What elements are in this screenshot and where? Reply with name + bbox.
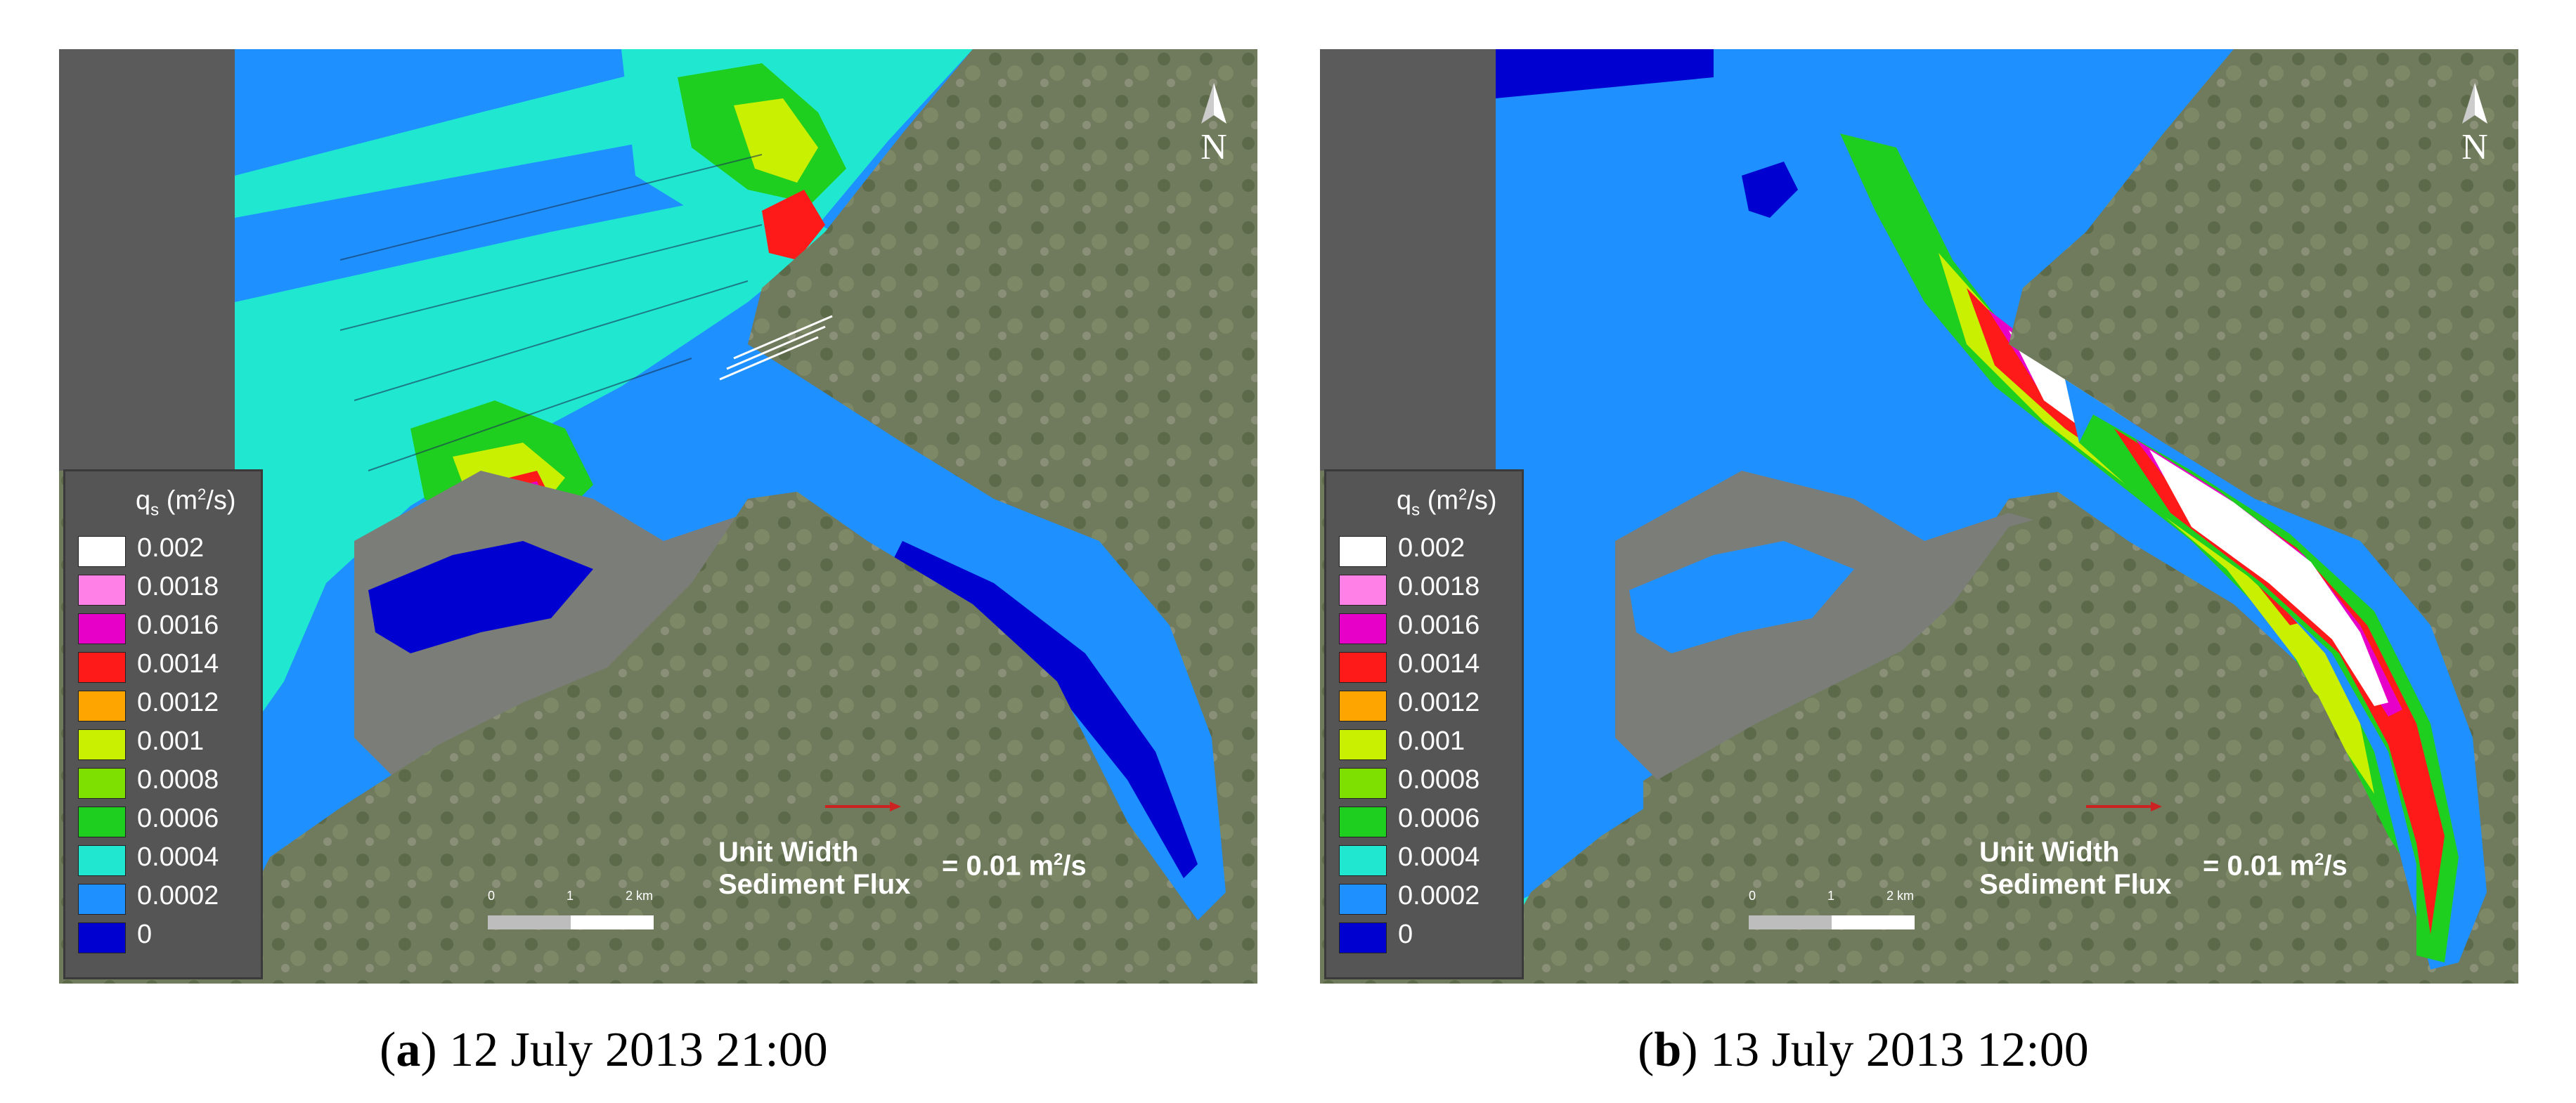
legend-swatch xyxy=(1339,884,1387,915)
flux-vectors xyxy=(339,154,763,471)
zero-flux-top xyxy=(1496,49,1714,98)
east-land xyxy=(748,49,1257,984)
north-arrow-icon xyxy=(2462,83,2487,124)
legend-swatch xyxy=(78,536,126,567)
legend-grey-bar xyxy=(59,49,235,471)
legend-label: 0.0002 xyxy=(137,881,219,911)
scale-segment-1 xyxy=(1749,915,1832,929)
legend-label: 0.001 xyxy=(137,726,205,756)
reference-flux-arrow xyxy=(825,802,901,811)
scale-segment-1 xyxy=(488,915,571,929)
legend-title: qs (m2/s) xyxy=(136,485,236,520)
flux-value: = 0.01 m2/s xyxy=(942,850,1087,882)
legend-label: 0.002 xyxy=(137,533,205,563)
flux-legend: qs (m2/s) 0.002 0.0018 0.0016 0.0014 0.0012 0… xyxy=(1324,469,1524,979)
legend-label: 0.0016 xyxy=(137,611,219,640)
legend-swatch xyxy=(78,652,126,683)
legend-swatch xyxy=(78,729,126,760)
legend-label: 0.0014 xyxy=(1398,649,1480,679)
legend-grey-bar xyxy=(1320,49,1496,471)
north-arrow: N xyxy=(1193,81,1235,167)
harbour-basin xyxy=(1629,541,1854,653)
scale-bar: 0 1 2 km xyxy=(488,889,671,945)
legend-label: 0 xyxy=(1398,920,1413,949)
legend-swatch xyxy=(1339,613,1387,644)
legend-swatch xyxy=(1339,922,1387,953)
shoal-large xyxy=(235,190,832,752)
north-label: N xyxy=(1200,127,1227,167)
harbour-land xyxy=(354,471,797,780)
legend-title: qs (m2/s) xyxy=(1397,485,1497,520)
legend-label: 0.0016 xyxy=(1398,611,1480,640)
legend-label: 0.0012 xyxy=(137,688,219,717)
scale-tick-1: 1 xyxy=(567,889,574,903)
legend-swatch xyxy=(1339,845,1387,876)
river-white xyxy=(2149,450,2388,706)
legend-swatch xyxy=(1339,807,1387,837)
scale-segment-2 xyxy=(571,915,654,929)
caption-panel-a: (a) 12 July 2013 21:00 xyxy=(380,1023,828,1077)
scale-tick-2: 2 km xyxy=(1886,889,1915,903)
north-label: N xyxy=(2461,127,2488,167)
legend-swatch xyxy=(1339,536,1387,567)
south-land xyxy=(1496,513,2466,984)
legend-swatch xyxy=(78,575,126,606)
legend-label: 0.0012 xyxy=(1398,688,1480,717)
east-land xyxy=(2009,49,2518,984)
legend-label: 0.0006 xyxy=(137,804,219,833)
zero-flux-basin xyxy=(368,541,593,653)
map-panel-b: qs (m2/s) 0.002 0.0018 0.0016 0.0014 0.0012 0… xyxy=(1320,49,2518,984)
flux-label: Unit Width Sediment Flux xyxy=(718,837,911,900)
red-patch-north xyxy=(762,190,825,260)
legend-swatch xyxy=(78,691,126,722)
legend-label: 0.0002 xyxy=(1398,881,1480,911)
flux-legend: qs (m2/s) 0.002 0.0018 0.0016 0.0014 0.0012 0… xyxy=(63,469,263,979)
flux-value: = 0.01 m2/s xyxy=(2203,850,2348,882)
legend-swatch xyxy=(78,845,126,876)
ebb-jet-arrows xyxy=(719,315,833,381)
legend-swatch xyxy=(78,613,126,644)
reference-flux-arrow xyxy=(2086,802,2162,811)
yellow-patch-north xyxy=(734,98,818,183)
scale-tick-0: 0 xyxy=(1749,889,1756,903)
legend-swatch xyxy=(78,922,126,953)
north-arrow-icon xyxy=(1201,83,1226,124)
harbour-land xyxy=(1615,471,2058,780)
legend-label: 0.002 xyxy=(1398,533,1465,563)
legend-swatch xyxy=(1339,691,1387,722)
sea-region xyxy=(1496,49,2487,984)
scale-tick-0: 0 xyxy=(488,889,496,903)
legend-swatch xyxy=(78,884,126,915)
scale-segment-2 xyxy=(1832,915,1915,929)
legend-label: 0 xyxy=(137,920,153,949)
flux-label: Unit Width Sediment Flux xyxy=(1979,837,2172,900)
legend-swatch xyxy=(1339,575,1387,606)
zero-flux-spot xyxy=(1742,162,1798,218)
sediment-flux-map-a xyxy=(59,49,1257,984)
western-sea xyxy=(1496,49,1643,927)
map-panel-a: qs (m2/s) 0.002 0.0018 0.0016 0.0014 0.0012 0… xyxy=(59,49,1257,984)
scale-tick-2: 2 km xyxy=(626,889,654,903)
scale-tick-1: 1 xyxy=(1827,889,1835,903)
legend-label: 0.0018 xyxy=(1398,572,1480,601)
scale-bar: 0 1 2 km xyxy=(1749,889,1931,945)
legend-label: 0.0004 xyxy=(137,842,219,872)
legend-swatch xyxy=(78,768,126,799)
legend-label: 0.0008 xyxy=(1398,765,1480,795)
legend-label: 0.0018 xyxy=(137,572,219,601)
legend-swatch xyxy=(1339,729,1387,760)
caption-panel-b: (b) 13 July 2013 12:00 xyxy=(1638,1023,2089,1077)
north-arrow: N xyxy=(2454,81,2496,167)
legend-label: 0.0004 xyxy=(1398,842,1480,872)
legend-swatch xyxy=(1339,652,1387,683)
legend-swatch xyxy=(1339,768,1387,799)
legend-swatch xyxy=(78,807,126,837)
legend-label: 0.0014 xyxy=(137,649,219,679)
legend-label: 0.0008 xyxy=(137,765,219,795)
legend-label: 0.0006 xyxy=(1398,804,1480,833)
legend-label: 0.001 xyxy=(1398,726,1465,756)
south-land xyxy=(235,492,1212,984)
